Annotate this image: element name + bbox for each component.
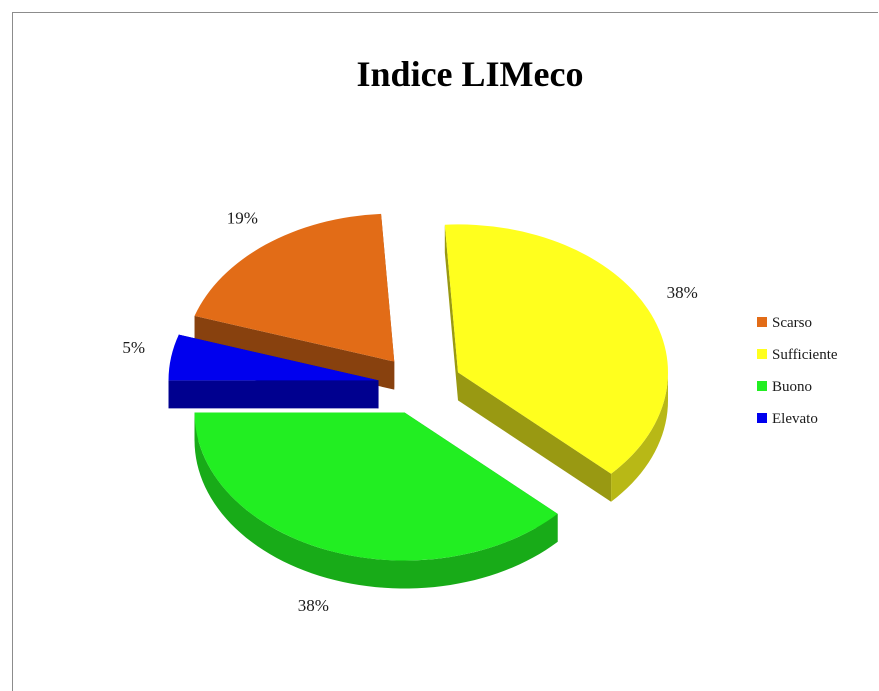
slice-elevato-top	[168, 334, 379, 381]
data-label-scarso: 19%	[227, 209, 258, 228]
slice-sufficiente-side-1	[458, 372, 612, 502]
legend-label-buono: Buono	[772, 379, 812, 395]
data-label-sufficiente: 38%	[667, 283, 698, 302]
legend-label-elevato: Elevato	[772, 411, 818, 427]
data-label-buono: 38%	[298, 596, 329, 615]
slice-buono-top	[194, 412, 558, 561]
legend-item-sufficiente: Sufficiente	[757, 347, 838, 363]
legend-label-sufficiente: Sufficiente	[772, 347, 838, 363]
chart-title: Indice LIMeco	[357, 54, 584, 94]
slice-sufficiente	[444, 224, 669, 502]
slice-scarso-top	[194, 213, 395, 362]
legend-item-scarso: Scarso	[757, 315, 812, 331]
slice-buono-edge	[194, 412, 558, 589]
legend-item-buono: Buono	[757, 379, 812, 395]
legend: Scarso Sufficiente Buono Elevato	[757, 315, 838, 427]
legend-swatch-sufficiente	[757, 349, 767, 359]
slice-sufficiente-side-0	[444, 224, 459, 401]
slice-buono	[194, 412, 558, 589]
legend-swatch-elevato	[757, 413, 767, 423]
legend-label-scarso: Scarso	[772, 315, 812, 331]
slice-scarso	[194, 213, 395, 390]
data-label-elevato: 5%	[122, 338, 145, 357]
slice-scarso-side-0	[194, 315, 395, 390]
slice-elevato	[168, 334, 379, 409]
slice-sufficiente-top	[444, 224, 669, 474]
legend-swatch-buono	[757, 381, 767, 391]
slice-sufficiente-edge	[611, 372, 669, 502]
pie-slices	[168, 213, 669, 589]
data-labels: 19% 38% 38% 5%	[122, 209, 697, 615]
legend-swatch-scarso	[757, 317, 767, 327]
legend-item-elevato: Elevato	[757, 411, 818, 427]
